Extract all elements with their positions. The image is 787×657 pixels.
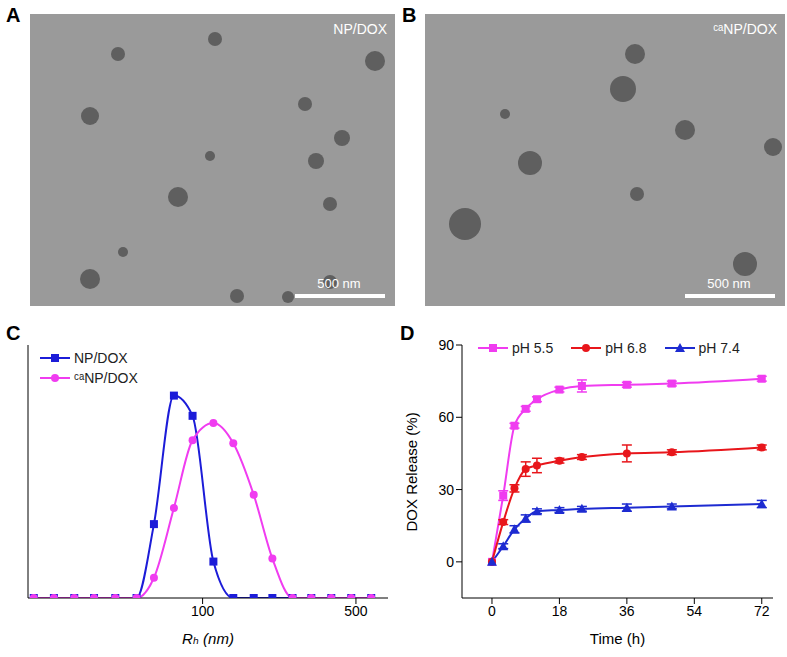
- svg-text:500 nm: 500 nm: [317, 276, 360, 291]
- svg-text:0: 0: [488, 603, 496, 619]
- svg-text:54: 54: [687, 603, 703, 619]
- svg-text:0: 0: [446, 554, 454, 570]
- html-text:D: D: [400, 322, 415, 344]
- html-text:B: B: [402, 4, 417, 26]
- svg-text:500: 500: [344, 603, 368, 619]
- svg-text:DOX Release (%): DOX Release (%): [403, 412, 420, 531]
- svg-text:60: 60: [438, 409, 454, 425]
- html-text:NP/DOX: NP/DOX: [74, 350, 128, 366]
- svg-text:18: 18: [552, 603, 568, 619]
- svg-text:72: 72: [754, 603, 770, 619]
- html-text:pH 7.4: pH 7.4: [698, 340, 740, 356]
- svg-text:90: 90: [438, 337, 454, 353]
- svg-text:NP/DOX: NP/DOX: [333, 21, 387, 37]
- svg-text:30: 30: [438, 482, 454, 498]
- svg-text:100: 100: [191, 603, 215, 619]
- html-text:A: A: [6, 4, 21, 26]
- html-text:pH 6.8: pH 6.8: [605, 340, 647, 356]
- html-text:pH 5.5: pH 5.5: [512, 340, 554, 356]
- html-text:C: C: [6, 322, 21, 344]
- svg-text:Time (h): Time (h): [590, 630, 645, 647]
- svg-text:36: 36: [619, 603, 635, 619]
- html-text:ᶜᵃNP/DOX: ᶜᵃNP/DOX: [74, 370, 138, 386]
- svg-text:ᶜᵃNP/DOX: ᶜᵃNP/DOX: [713, 21, 778, 37]
- svg-text:Rₕ (nm): Rₕ (nm): [182, 630, 234, 647]
- svg-text:500 nm: 500 nm: [707, 276, 750, 291]
